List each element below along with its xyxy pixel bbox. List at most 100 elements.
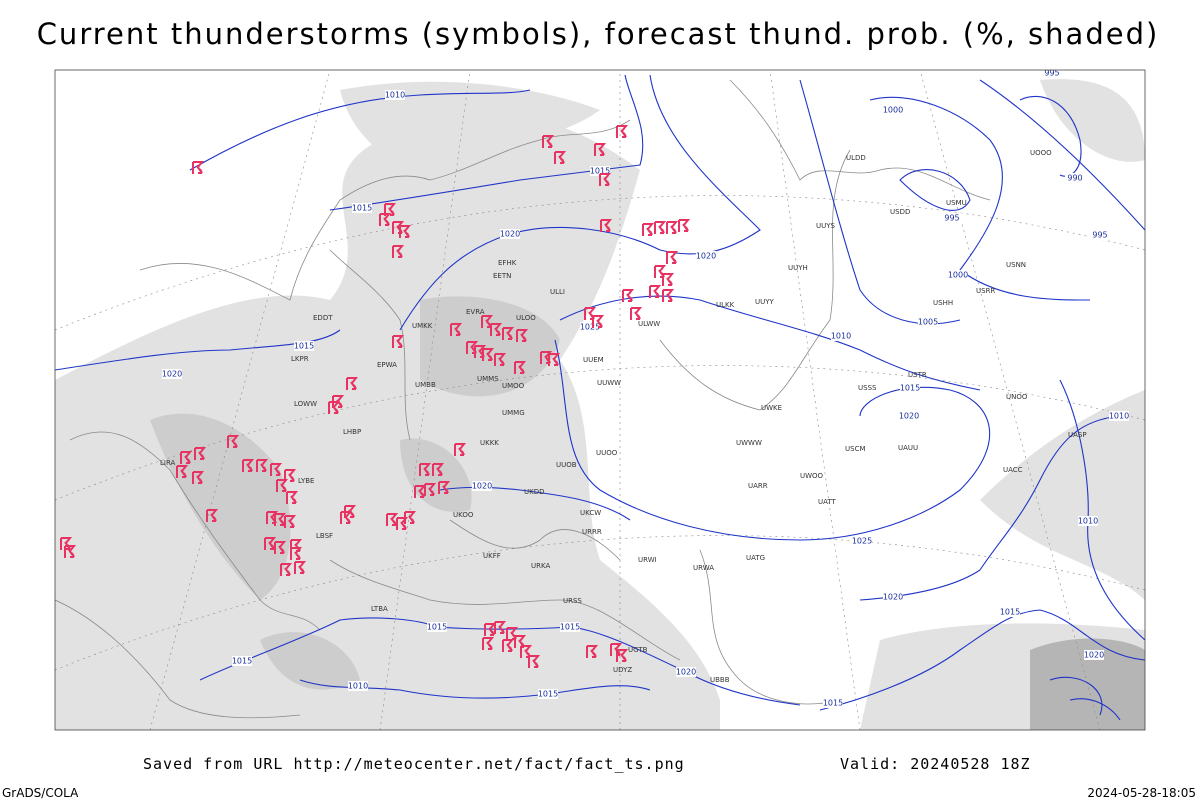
station-label: UWKE [761,404,782,412]
isobar-label: 995 [1092,231,1107,240]
isobar-label-bg [427,622,447,632]
thunderstorm-symbols [60,125,691,668]
station-label: LHBP [343,428,361,436]
isobar-label: 1015 [590,167,610,176]
thunderstorm-symbol [482,348,495,361]
isobar-label: 1010 [1078,517,1098,526]
isobar-label: 1020 [162,370,182,379]
isobar-label-bg [1065,173,1085,183]
station-label: UMMS [477,375,499,383]
station-label: EDDT [313,314,333,322]
station-label: UASP [1068,431,1087,439]
thunderstorm-symbol [64,545,77,558]
thunderstorm-symbol [616,649,629,662]
thunderstorm-symbol [662,289,675,302]
map-area: 1010 1015 1020 1015 1015 1020 1025 1020 1010 1005… [55,69,1145,730]
thunderstorm-symbol [192,161,205,174]
thunderstorm-symbol [192,471,205,484]
station-label: UUOO [596,449,618,457]
station-label: ULKK [716,301,735,309]
isobar-label: 990 [1067,174,1082,183]
thunderstorm-symbol [616,125,629,138]
thunderstorm-symbol [600,219,613,232]
station-label: USCM [845,445,866,453]
station-label: UMMG [502,409,525,417]
isobar-label: 1020 [472,482,492,491]
thunderstorm-symbol [584,307,597,320]
station-label: URRR [582,528,602,536]
isobar-label-bg [899,411,919,421]
isobar-label-bg [294,341,314,351]
thunderstorm-symbol [540,351,553,364]
thunderstorm-symbol [176,465,189,478]
isobar-label: 1000 [948,271,968,280]
thunderstorm-symbol [346,377,359,390]
map-frame [54,69,1146,731]
station-label: ULWW [638,320,660,328]
isobar-label: 1020 [883,593,903,602]
isobar-label-bg [942,213,962,223]
station-label: USRR [976,287,995,295]
isobar-label: 995 [1044,69,1059,78]
saved-from-url: Saved from URL http://meteocenter.net/fa… [143,755,685,773]
thunderstorm-symbol [340,511,353,524]
thunderstorm-symbol [494,353,507,366]
thunderstorm-symbol [276,479,289,492]
station-label: UMBB [415,381,436,389]
station-label: UOOO [1030,149,1052,157]
thunderstorm-symbol [392,245,405,258]
thunderstorm-symbol [494,621,507,634]
station-label: ULLI [550,288,565,296]
thunderstorm-symbol [642,223,655,236]
isobar-label-bg [1090,230,1110,240]
isobar-label-bg [580,322,600,332]
isobar-label-bg [590,166,610,176]
thunderstorm-symbol [294,561,307,574]
thunderstorm-symbol [454,443,467,456]
thunderstorm-symbol [586,645,599,658]
isobar-label: 1000 [883,106,903,115]
isobar-label: 1015 [538,690,558,699]
isobar-label-bg [883,592,903,602]
thunderstorm-symbol [399,225,412,238]
thunderstorm-symbol [284,469,297,482]
isobar-label-bg [1042,70,1062,78]
thunderstorm-symbol [194,447,207,460]
station-label: UBBB [710,676,730,684]
thunderstorm-symbol [662,273,675,286]
station-label: UWWW [736,439,762,447]
station-label: USNN [1006,261,1026,269]
thunderstorm-symbol [180,451,193,464]
thunderstorm-symbol [274,541,287,554]
isobar-label: 1015 [900,384,920,393]
thunderstorm-symbol [654,265,667,278]
station-labels: UUEM UUWW UUOO UUOB UKKK UMMS UMMG UMOO ULLI EFHK… [160,149,1087,684]
isobar-label-bg [696,251,716,261]
station-label: LYBE [298,477,314,485]
coastlines [55,79,991,719]
station-label: UATT [818,498,837,506]
thunderstorm-symbol [270,463,283,476]
thunderstorm-symbol [256,459,269,472]
thunderstorm-symbol [592,315,605,328]
station-label: UKDD [524,488,545,496]
station-label: LTBA [371,605,388,613]
thunderstorm-symbol [474,345,487,358]
station-label: USSS [858,384,877,392]
station-label: USMU [946,199,967,207]
thunderstorm-symbol [482,637,495,650]
isobar-label: 1010 [348,682,368,691]
isobar-label-bg [500,229,520,239]
valid-time: Valid: 20240528 18Z [840,755,1031,773]
thunderstorm-symbol [506,627,519,640]
station-label: UDYZ [613,666,632,674]
thunderstorm-symbol [502,327,515,340]
thunderstorm-symbol [264,537,277,550]
isobar-label-bg [472,481,492,491]
station-label: USDD [890,208,910,216]
isobar-label-bg [1000,607,1020,617]
thunderstorm-symbol [450,323,463,336]
title: Current thunderstorms (symbols), forecas… [37,17,1160,51]
thunderstorm-symbol [392,335,405,348]
station-label: USHH [933,299,953,307]
